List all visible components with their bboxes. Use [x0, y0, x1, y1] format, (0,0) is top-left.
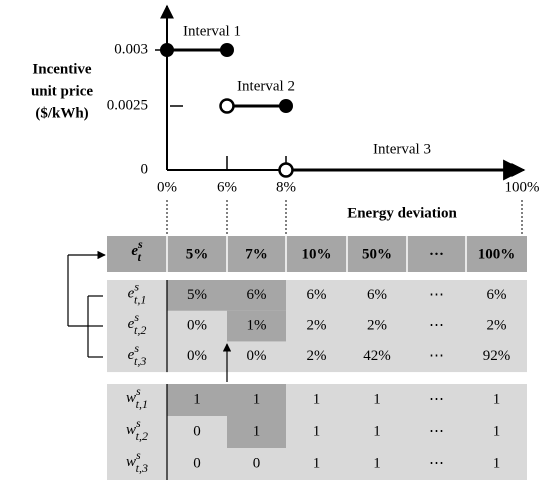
label-base: e	[128, 286, 135, 302]
label-base: w	[126, 454, 136, 470]
label-base: e	[128, 316, 135, 332]
cell: 1	[193, 391, 201, 407]
label-sub: t,1	[134, 292, 146, 306]
header-cell: 10%	[302, 246, 332, 262]
filled-point	[160, 43, 174, 57]
label-sub: t	[138, 250, 142, 264]
cell: 1	[253, 391, 261, 407]
header-cell: 100%	[478, 246, 516, 262]
cell: 42%	[363, 348, 391, 364]
cell: 1	[373, 455, 381, 471]
interval-label: Interval 1	[183, 23, 241, 39]
cell: 2%	[307, 348, 327, 364]
y-axis-label: unit price	[31, 83, 93, 99]
highlight	[227, 310, 286, 342]
label-base: e	[128, 347, 135, 363]
header-row	[107, 236, 527, 272]
label-sup: s	[136, 384, 141, 398]
label-sup: s	[136, 448, 141, 462]
highlight	[167, 280, 286, 311]
cell: 0%	[187, 348, 207, 364]
highlight	[167, 384, 286, 416]
x-tick-label: 8%	[276, 179, 296, 195]
cell: 5%	[187, 287, 207, 303]
header-cell: 5%	[186, 246, 209, 262]
label-sup: s	[134, 279, 139, 293]
cell: ⋯	[429, 348, 444, 364]
label-base: w	[126, 422, 136, 438]
cell: 1	[313, 423, 321, 439]
cell: 0%	[247, 348, 267, 364]
label-sup: s	[137, 237, 143, 251]
cell: 1	[313, 455, 321, 471]
row-label: ws t,2	[126, 416, 148, 443]
y-axis-label: ($/kWh)	[35, 105, 88, 121]
cell: 2%	[367, 317, 387, 333]
cell: 0	[193, 423, 201, 439]
cell: 2%	[487, 317, 507, 333]
cell: ⋯	[429, 317, 444, 333]
cell: 92%	[483, 348, 511, 364]
row-label: ws t,1	[126, 384, 148, 411]
cell: ⋯	[429, 391, 444, 407]
interval-label: Interval 3	[373, 141, 431, 157]
label-sub: t,2	[134, 323, 146, 337]
label-sup: s	[134, 310, 139, 324]
open-point	[278, 162, 294, 178]
y-tick-label: 0.003	[114, 41, 148, 57]
open-point	[219, 98, 235, 114]
label-sub: t,3	[136, 461, 148, 475]
cell: 1%	[247, 317, 267, 333]
x-tick-label: 6%	[217, 179, 237, 195]
y-tick-label: 0	[141, 161, 149, 177]
row-label: ws t,3	[126, 448, 148, 475]
cell: 6%	[307, 287, 327, 303]
cell: 1	[373, 391, 381, 407]
cell: 1	[493, 423, 501, 439]
row-label: es t	[131, 237, 143, 264]
header-cell: 7%	[245, 246, 268, 262]
cell: 2%	[307, 317, 327, 333]
cell: 1	[373, 423, 381, 439]
header-cell: 50%	[362, 246, 392, 262]
cell: 1	[313, 391, 321, 407]
interval-label: Interval 2	[237, 78, 295, 94]
filled-point	[279, 99, 293, 113]
highlight	[227, 416, 286, 448]
x-tick-label: 100%	[505, 179, 540, 195]
x-axis-label: Energy deviation	[347, 205, 457, 221]
label-base: w	[126, 390, 136, 406]
cell: ⋯	[429, 455, 444, 471]
label-sup: s	[134, 341, 139, 355]
cell: 1	[493, 455, 501, 471]
x-tick-label: 0%	[157, 179, 177, 195]
label-sub: t,2	[136, 429, 148, 443]
cell: ⋯	[429, 287, 444, 303]
cell: 0	[253, 455, 261, 471]
cell: 6%	[247, 287, 267, 303]
header-cell: ···	[429, 246, 444, 262]
row-label: es t,2	[128, 310, 147, 337]
y-tick-label: 0.0025	[107, 97, 148, 113]
cell: 1	[493, 391, 501, 407]
label-sub: t,3	[134, 354, 146, 368]
cell: 6%	[367, 287, 387, 303]
label-base: e	[131, 243, 138, 259]
cell: 0	[193, 455, 201, 471]
row-label: es t,3	[128, 341, 147, 368]
cell: ⋯	[429, 423, 444, 439]
label-sup: s	[136, 416, 141, 430]
filled-point	[220, 43, 234, 57]
cell: 6%	[487, 287, 507, 303]
row-label: es t,1	[128, 279, 147, 306]
cell: 0%	[187, 317, 207, 333]
label-sub: t,1	[136, 397, 148, 411]
cell: 1	[253, 423, 261, 439]
y-axis-label: Incentive	[32, 61, 92, 77]
